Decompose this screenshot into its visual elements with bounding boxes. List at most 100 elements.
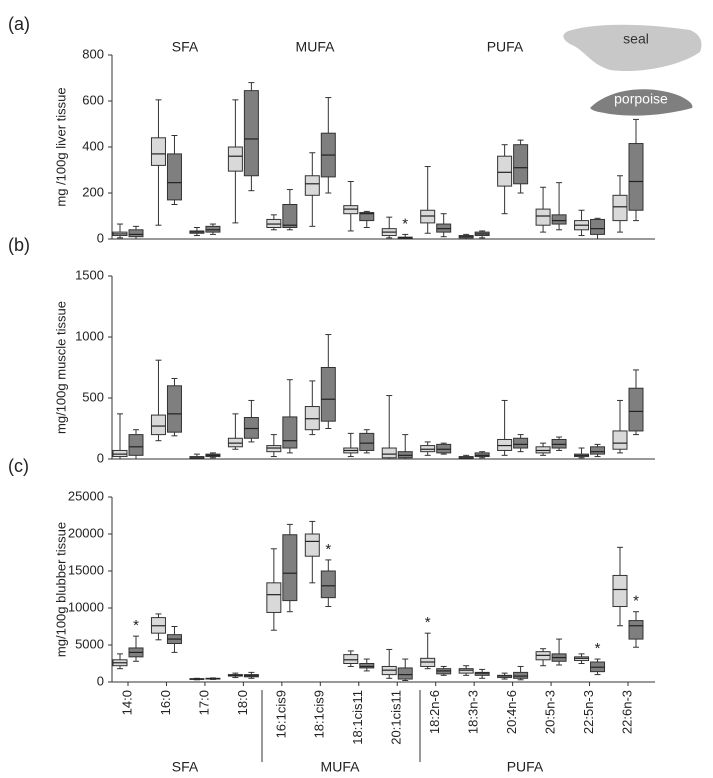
- panel-label: (a): [8, 14, 30, 34]
- y-tick-label: 0: [97, 450, 104, 465]
- group-label: PUFA: [507, 759, 544, 775]
- box: [320, 570, 336, 599]
- box: [535, 208, 551, 226]
- group-label: PUFA: [487, 39, 524, 55]
- box: [612, 430, 628, 450]
- box: [590, 446, 606, 455]
- x-tick-label: 22:6n-3: [619, 690, 634, 734]
- box: [497, 438, 513, 451]
- x-tick-label: 16:0: [158, 690, 173, 715]
- significance-marker: *: [633, 593, 639, 610]
- box: [227, 437, 243, 448]
- box: [535, 446, 551, 454]
- x-tick-label: 22:5n-3: [581, 690, 596, 734]
- seal-icon: [563, 24, 702, 72]
- significance-marker: *: [402, 215, 408, 232]
- x-tick-label: 14:0: [119, 690, 134, 715]
- box: [282, 204, 298, 228]
- box: [628, 387, 644, 432]
- x-tick-label: 18:3n-3: [466, 690, 481, 734]
- y-axis-label: mg/100g muscle tissue: [53, 301, 68, 434]
- box: [150, 414, 166, 436]
- significance-marker: *: [425, 614, 431, 631]
- y-tick-label: 200: [82, 184, 104, 199]
- x-tick-label: 20:5n-3: [543, 690, 558, 734]
- box: [551, 438, 567, 449]
- box: [513, 671, 529, 679]
- x-tick-label: 18:2n-6: [427, 690, 442, 734]
- y-tick-label: 10000: [68, 599, 104, 614]
- x-tick-label: 20:1cis11: [389, 690, 404, 745]
- box: [436, 443, 452, 454]
- x-tick-label: 16:1cis9: [273, 690, 288, 738]
- box: [420, 445, 436, 453]
- box: [150, 137, 166, 166]
- significance-marker: *: [595, 640, 601, 657]
- significance-marker: *: [133, 617, 139, 634]
- y-tick-label: 600: [82, 92, 104, 107]
- box: [227, 146, 243, 172]
- y-tick-label: 500: [82, 389, 104, 404]
- group-label: SFA: [172, 39, 199, 55]
- box: [166, 153, 182, 201]
- porpoise-icon: [590, 89, 693, 116]
- box: [166, 385, 182, 433]
- box: [474, 671, 490, 676]
- box: [359, 663, 375, 669]
- y-tick-label: 400: [82, 138, 104, 153]
- y-tick-label: 15000: [68, 562, 104, 577]
- box: [359, 212, 375, 222]
- box: [282, 534, 298, 602]
- box: [128, 229, 144, 238]
- box: [128, 434, 144, 456]
- group-label: MUFA: [321, 759, 361, 775]
- box: [612, 574, 628, 608]
- box: [266, 582, 282, 613]
- group-label: SFA: [172, 759, 199, 775]
- box: [612, 194, 628, 222]
- y-tick-label: 1500: [75, 267, 104, 282]
- box: [359, 432, 375, 451]
- x-tick-label: 20:4n-6: [504, 690, 519, 734]
- box: [243, 417, 259, 439]
- legend-label: seal: [623, 31, 649, 47]
- panel-label: (c): [8, 456, 29, 476]
- x-tick-label: 18:0: [235, 690, 250, 715]
- y-axis-label: mg /100g liver tissue: [53, 87, 68, 206]
- legend-label: porpoise: [614, 91, 668, 107]
- box: [628, 143, 644, 211]
- y-tick-label: 20000: [68, 525, 104, 540]
- panel-label: (b): [8, 235, 30, 255]
- y-tick-label: 0: [97, 673, 104, 688]
- box: [474, 452, 490, 458]
- box: [320, 367, 336, 422]
- box: [513, 144, 529, 185]
- box: [628, 620, 644, 640]
- box: [304, 175, 320, 196]
- box: [304, 533, 320, 557]
- x-tick-label: 17:0: [196, 690, 211, 715]
- y-tick-label: 800: [82, 46, 104, 61]
- box: [266, 445, 282, 453]
- box: [243, 90, 259, 177]
- box: [458, 668, 474, 674]
- y-tick-label: 25000: [68, 488, 104, 503]
- x-tick-label: 18:1cis11: [350, 690, 365, 745]
- box: [513, 437, 529, 449]
- box: [497, 155, 513, 187]
- box: [112, 449, 128, 458]
- x-tick-label: 18:1cis9: [312, 690, 327, 738]
- box: [590, 218, 606, 235]
- box: [282, 416, 298, 449]
- y-tick-label: 0: [97, 230, 104, 245]
- significance-marker: *: [325, 541, 331, 558]
- box: [304, 406, 320, 431]
- y-axis-label: mg/100g blubber tissue: [53, 522, 68, 657]
- box: [551, 214, 567, 225]
- y-tick-label: 5000: [75, 636, 104, 651]
- y-tick-label: 1000: [75, 328, 104, 343]
- box: [343, 654, 359, 664]
- box: [397, 667, 413, 680]
- box: [381, 447, 397, 459]
